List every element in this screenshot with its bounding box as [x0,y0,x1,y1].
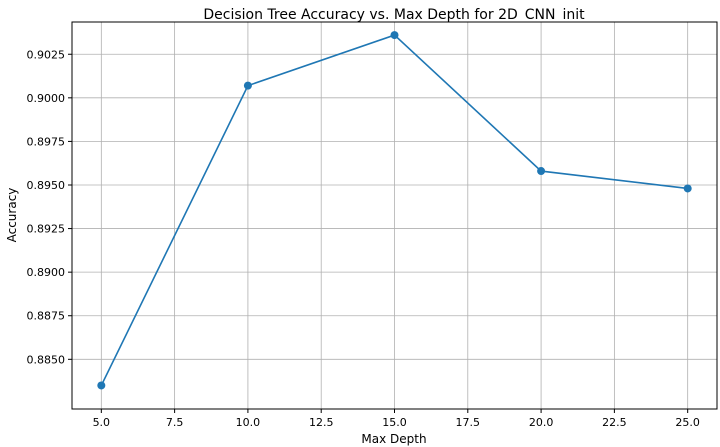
x-tick-label: 10.0 [236,416,261,429]
x-tick-label: 22.5 [602,416,627,429]
x-tick-label: 15.0 [382,416,407,429]
x-tick-label: 25.0 [675,416,700,429]
data-point [243,81,252,90]
y-tick-label: 0.8950 [27,179,66,192]
y-tick-label: 0.9000 [27,92,66,105]
x-tick-label: 5.0 [93,416,111,429]
data-point [683,184,692,193]
data-point [537,167,546,176]
x-tick-label: 7.5 [166,416,184,429]
y-tick-label: 0.8975 [27,135,66,148]
x-axis-label: Max Depth [361,432,426,446]
series-layer [97,31,692,390]
data-point [97,381,106,390]
y-axis: 0.8850 0.8875 0.8900 0.8925 0.8950 0.8975 0.90… [27,48,72,366]
x-tick-label: 12.5 [309,416,334,429]
y-tick-label: 0.9025 [27,48,66,61]
y-tick-label: 0.8850 [27,353,66,366]
grid [72,22,717,409]
x-tick-label: 17.5 [456,416,481,429]
data-point [390,31,399,40]
y-axis-label: Accuracy [5,188,19,243]
y-tick-label: 0.8875 [27,310,66,323]
chart-title: Decision Tree Accuracy vs. Max Depth for… [203,7,585,23]
y-tick-label: 0.8925 [27,223,66,236]
y-tick-label: 0.8900 [27,266,66,279]
x-tick-label: 20.0 [529,416,554,429]
x-axis: 5.0 7.5 10.0 12.5 15.0 17.5 20.0 22.5 25.0 [93,409,700,429]
